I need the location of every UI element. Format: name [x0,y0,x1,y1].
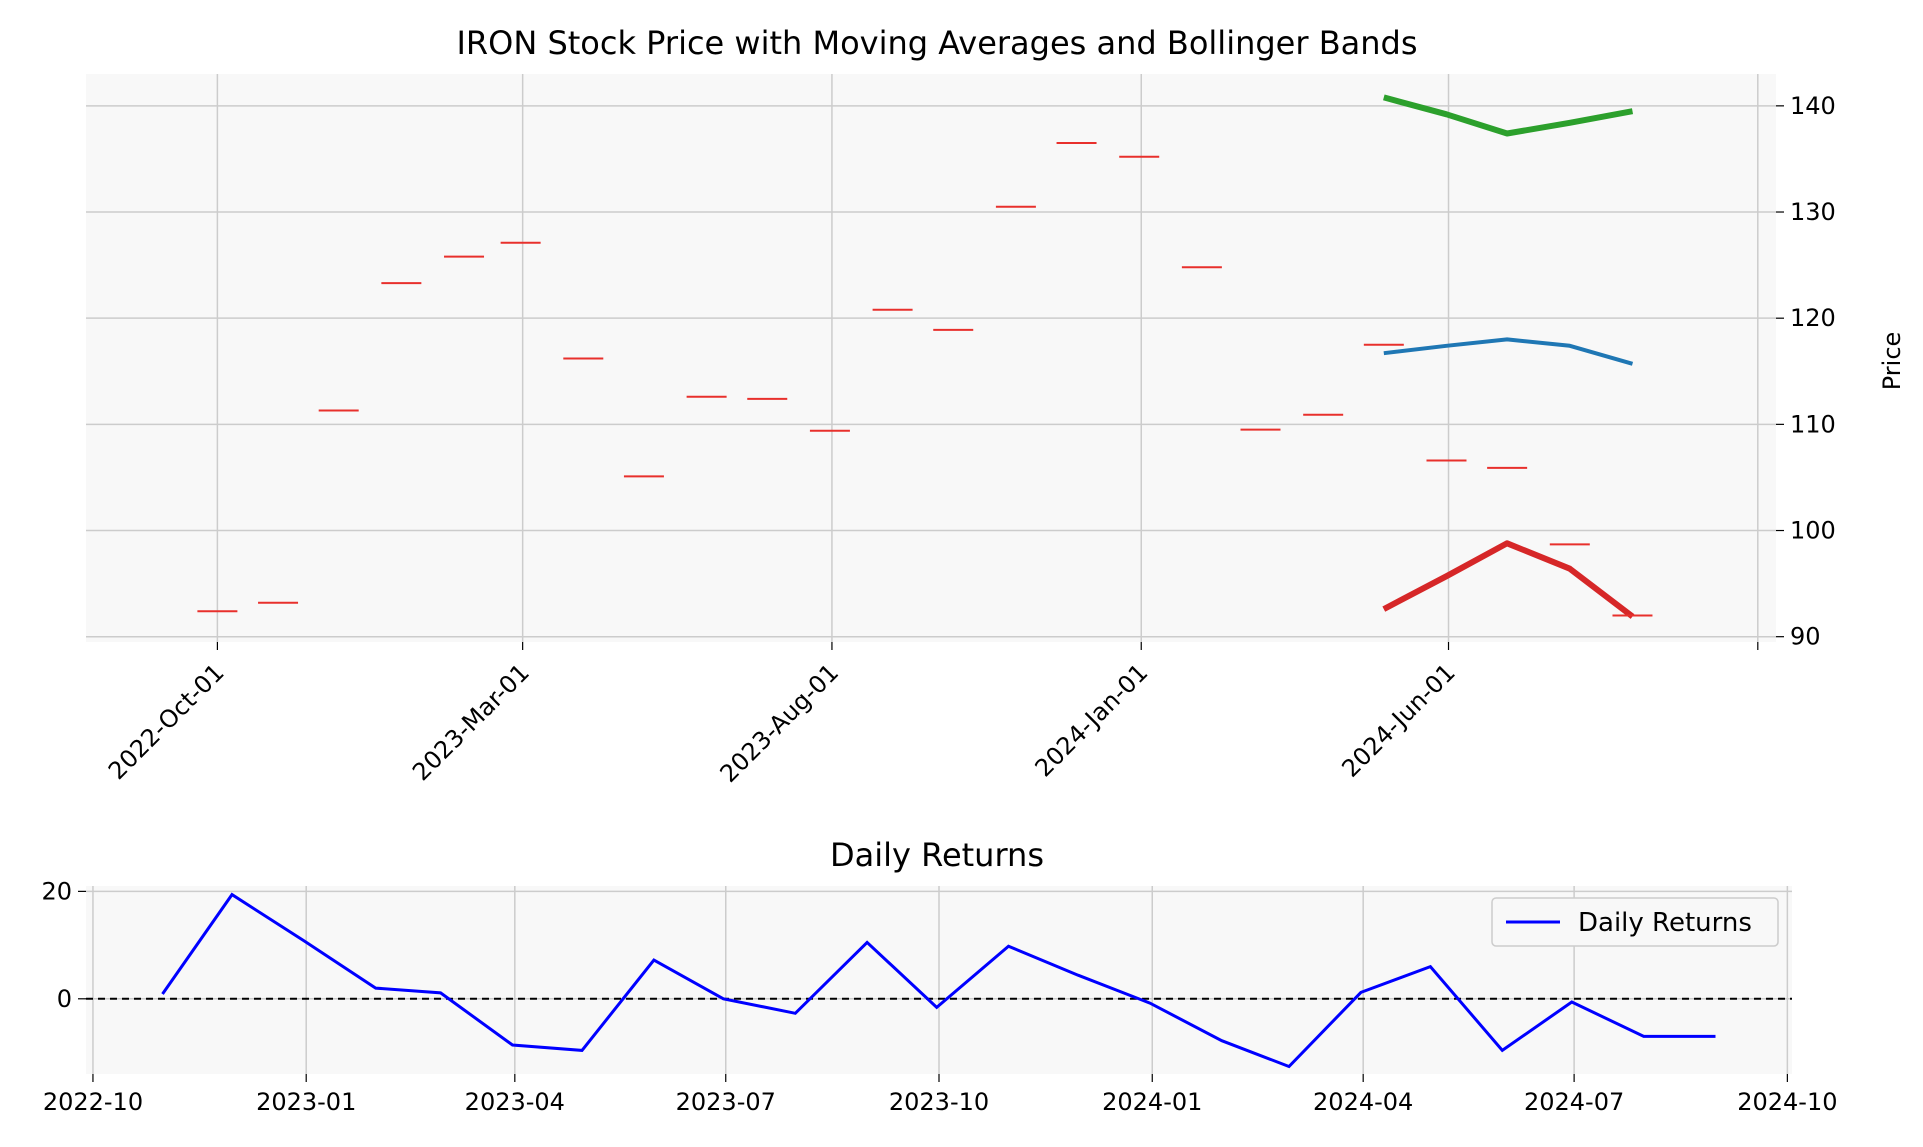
price-axis-label: Price [1878,332,1906,391]
returns-x-tick-label: 2022-10 [43,1088,143,1116]
price-chart-series [1382,94,1635,619]
daily-returns-line [161,892,1716,1069]
returns-chart-axes: 0 20 2022-10 2023-01 2023-04 2023-07 2023-10 20… [41,877,1837,1116]
returns-x-tick-label: 2024-10 [1737,1088,1837,1116]
returns-x-tick-label: 2023-01 [256,1088,356,1116]
returns-x-tick-label: 2023-04 [465,1088,565,1116]
price-y-tick-label: 110 [1790,410,1836,438]
price-x-tick-label: 2022-Oct-01 [103,658,230,785]
returns-y-tick-label: 0 [57,985,72,1013]
legend-box [1491,897,1779,947]
price-y-tick-label: 130 [1790,198,1836,226]
price-chart-grid [86,74,1776,642]
price-series-line-2 [1382,540,1635,619]
returns-chart-panel: 0 20 2022-10 2023-01 2023-04 2023-07 2023-10 20… [41,877,1837,1116]
price-chart-background [86,74,1776,642]
price-y-tick-label: 100 [1790,517,1836,545]
price-series-line-1 [1383,337,1634,366]
returns-y-tick-label: 20 [41,877,72,905]
price-y-tick-label: 120 [1790,304,1836,332]
returns-chart-series [86,892,1792,1069]
price-y-tick-label: 90 [1790,623,1821,651]
returns-x-tick-label: 2024-01 [1102,1088,1202,1116]
price-x-tick-label: 2024-Jan-01 [1030,658,1154,782]
price-marks [197,142,1653,617]
price-chart-panel: 90 100 110 120 130 140 2022-Oct-01 2023-Mar-01 2… [86,74,1836,788]
price-series-line-0 [1383,94,1634,137]
returns-x-tick-label: 2023-10 [889,1088,989,1116]
price-x-tick-label: 2024-Jun-01 [1336,658,1460,782]
price-chart-title: IRON Stock Price with Moving Averages an… [456,24,1417,62]
returns-x-tick-label: 2024-04 [1313,1088,1413,1116]
returns-x-tick-label: 2023-07 [676,1088,776,1116]
price-x-tick-label: 2023-Aug-01 [715,658,845,788]
returns-chart-title: Daily Returns [830,836,1044,874]
price-y-tick-label: 140 [1790,92,1836,120]
price-x-tick-label: 2023-Mar-01 [407,658,535,786]
legend-entry-daily-returns: Daily Returns [1578,908,1752,938]
returns-legend: Daily Returns [1491,897,1779,947]
returns-x-tick-label: 2024-07 [1524,1088,1624,1116]
